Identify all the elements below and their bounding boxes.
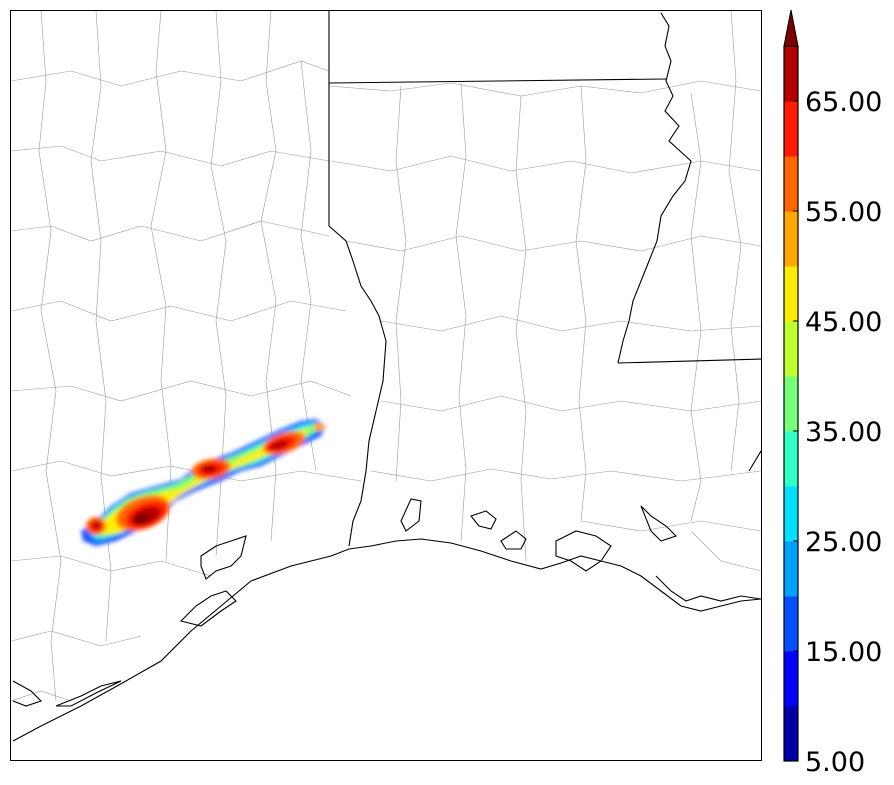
colorbar-tick-label: 35.00 [805,417,882,448]
colorbar-extend-arrow [783,9,799,47]
map-canvas [11,11,761,742]
colorbar-segment [784,321,798,377]
colorbar-tick-label: 25.00 [805,527,882,558]
colorbar-segment [784,431,798,487]
storm-band [81,419,326,546]
county-boundaries [11,11,761,702]
colorbar-tick-label: 5.00 [805,747,865,778]
colorbar-segment [784,541,798,597]
colorbar-segment [784,101,798,157]
colorbar-ticks: 5.00 15.00 25.00 35.00 45.00 55.00 65.00 [793,87,882,778]
colorbar-tick-label: 15.00 [805,637,882,668]
colorbar-segment [784,651,798,707]
colorbar-segment [784,486,798,542]
map-panel [10,10,762,761]
colorbar-outline [783,45,799,762]
colorbar-tick-label: 55.00 [805,197,882,228]
colorbar-tick-label: 65.00 [805,87,882,118]
colorbar-segment [784,376,798,432]
colorbar-segment [784,156,798,212]
colorbar-tick-label: 45.00 [805,307,882,338]
colorbar-segments [784,46,798,762]
colorbar-segment [784,596,798,652]
colorbar-segment [784,266,798,322]
colorbar-segment [784,211,798,267]
colorbar-segment [784,46,798,102]
colorbar: 5.00 15.00 25.00 35.00 45.00 55.00 65.00 [783,9,882,778]
state-boundaries [12,11,761,742]
colorbar-segment [784,706,798,762]
